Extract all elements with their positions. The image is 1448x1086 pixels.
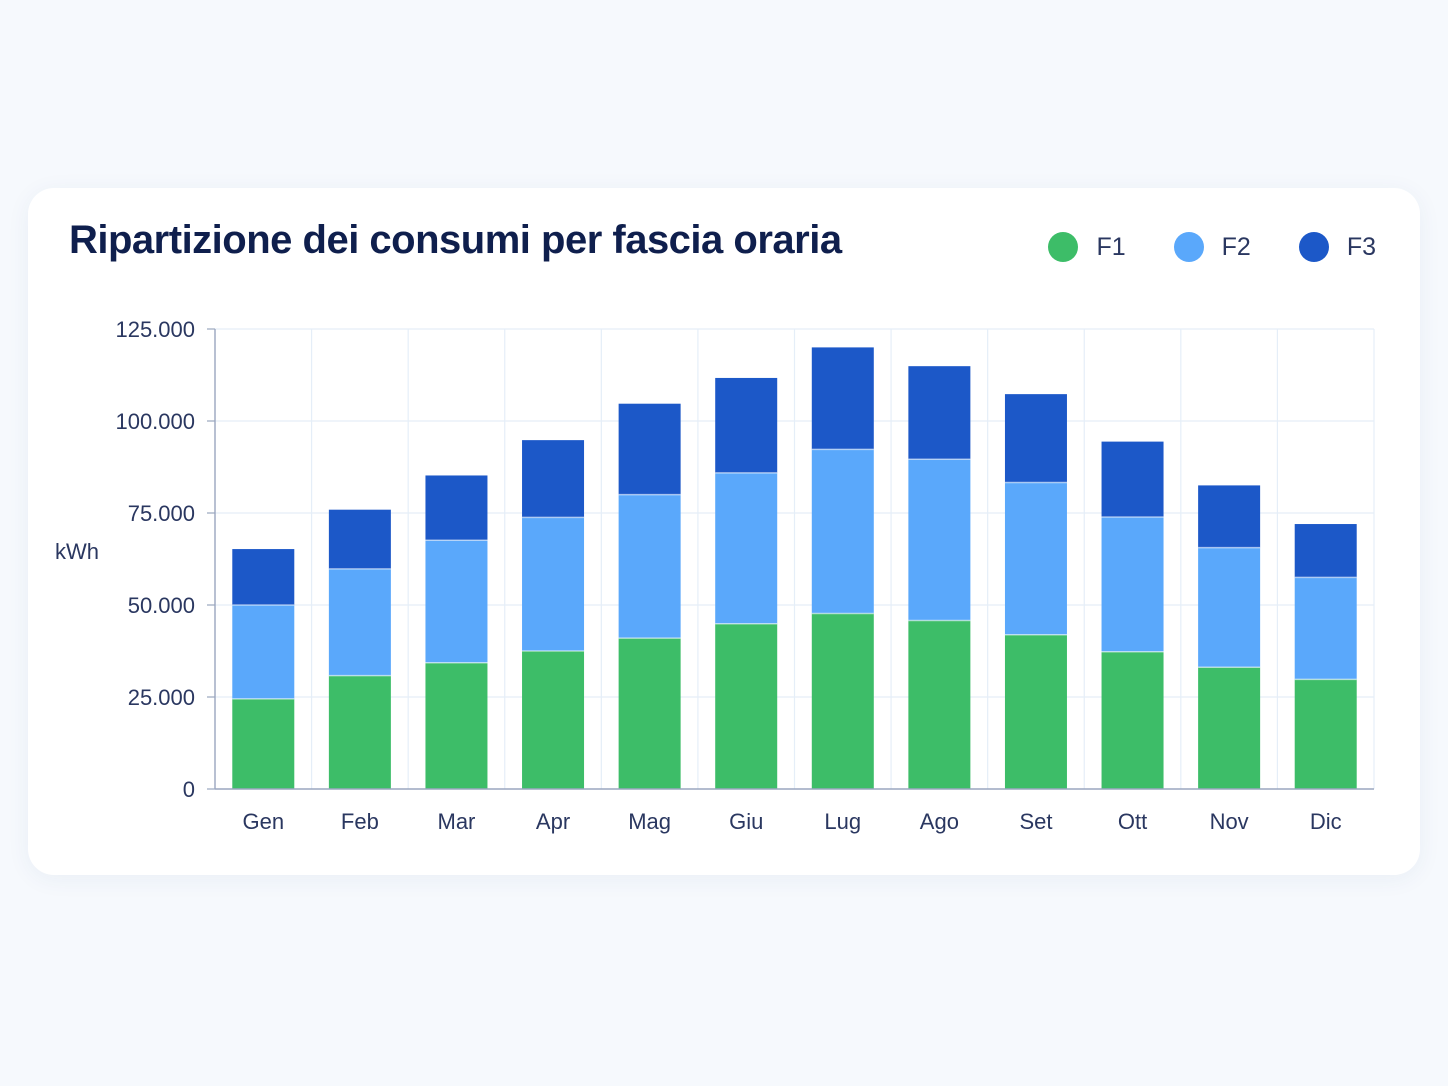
x-tick-label: Gen (242, 809, 284, 834)
legend-label-f1: F1 (1096, 232, 1126, 261)
bar-f3-apr[interactable] (522, 440, 585, 518)
bar-f2-apr[interactable] (522, 517, 585, 651)
y-tick-label: 75.000 (128, 501, 195, 526)
legend-item-f3[interactable]: F3 (1298, 232, 1376, 262)
x-tick-label: Apr (536, 809, 570, 834)
x-tick-label: Lug (824, 809, 861, 834)
x-tick-label: Ott (1118, 809, 1147, 834)
grid-layer (215, 328, 1375, 789)
bar-f1-ott[interactable] (1101, 651, 1164, 789)
x-tick-label: Dic (1310, 809, 1342, 834)
bar-f2-lug[interactable] (811, 449, 874, 614)
bar-f1-lug[interactable] (811, 613, 874, 789)
bar-f1-dic[interactable] (1294, 679, 1357, 789)
bar-f1-gen[interactable] (232, 698, 295, 789)
x-tick-label: Mar (438, 809, 476, 834)
bar-f1-set[interactable] (1004, 634, 1067, 789)
bar-f2-ago[interactable] (908, 459, 971, 621)
legend: F1 F2 F3 (1000, 232, 1376, 262)
bar-f1-nov[interactable] (1198, 667, 1261, 789)
bar-f3-gen[interactable] (232, 549, 295, 605)
x-tick-label: Giu (729, 809, 763, 834)
bar-f2-dic[interactable] (1294, 577, 1357, 680)
bar-f1-mag[interactable] (618, 638, 681, 789)
bar-f3-giu[interactable] (715, 377, 778, 473)
x-tick-label: Mag (628, 809, 671, 834)
y-tick-label: 100.000 (115, 409, 195, 434)
x-tick-label: Ago (920, 809, 959, 834)
bar-f3-ago[interactable] (908, 366, 971, 460)
bar-f3-mar[interactable] (425, 475, 488, 541)
legend-item-f2[interactable]: F2 (1173, 232, 1251, 262)
bar-f3-set[interactable] (1004, 394, 1067, 483)
bar-f3-mag[interactable] (618, 403, 681, 495)
x-tick-label: Nov (1210, 809, 1249, 834)
y-tick-label: 125.000 (115, 317, 195, 342)
bar-f2-nov[interactable] (1198, 547, 1261, 668)
chart-card: Ripartizione dei consumi per fascia orar… (28, 188, 1420, 875)
x-tick-label: Feb (341, 809, 379, 834)
bar-f2-set[interactable] (1004, 482, 1067, 635)
legend-label-f2: F2 (1221, 232, 1251, 261)
y-axis-title: kWh (55, 539, 99, 564)
y-tick-label: 0 (183, 777, 195, 802)
legend-dot-f3 (1298, 232, 1329, 262)
bar-f2-giu[interactable] (715, 472, 778, 624)
legend-dot-f1 (1048, 232, 1079, 262)
bar-f1-feb[interactable] (328, 675, 391, 789)
legend-dot-f2 (1173, 232, 1204, 262)
bar-f2-feb[interactable] (328, 568, 391, 676)
bar-layer (232, 347, 1357, 789)
bar-f3-feb[interactable] (328, 509, 391, 569)
bar-f2-mar[interactable] (425, 540, 488, 663)
legend-label-f3: F3 (1346, 232, 1376, 261)
bar-f1-mar[interactable] (425, 662, 488, 789)
bar-f2-mag[interactable] (618, 494, 681, 639)
bar-f3-lug[interactable] (811, 347, 874, 450)
bar-f3-dic[interactable] (1294, 524, 1357, 578)
bar-f2-gen[interactable] (232, 605, 295, 699)
bar-f3-nov[interactable] (1198, 485, 1261, 548)
y-tick-label: 50.000 (128, 593, 195, 618)
stacked-bar-chart: 0 25.000 50.000 75.000 100.000 125.000 Gen Feb M… (55, 317, 1375, 834)
bar-f2-ott[interactable] (1101, 517, 1164, 652)
bar-f1-giu[interactable] (715, 623, 778, 789)
axis-layer: 0 25.000 50.000 75.000 100.000 125.000 Gen Feb M… (115, 317, 1374, 834)
bar-f1-ago[interactable] (908, 620, 971, 789)
x-tick-label: Set (1019, 809, 1052, 834)
y-tick-label: 25.000 (128, 685, 195, 710)
legend-item-f1[interactable]: F1 (1048, 232, 1126, 262)
chart-title: Ripartizione dei consumi per fascia orar… (69, 218, 842, 262)
bar-f3-ott[interactable] (1101, 441, 1164, 518)
bar-f1-apr[interactable] (522, 651, 585, 789)
